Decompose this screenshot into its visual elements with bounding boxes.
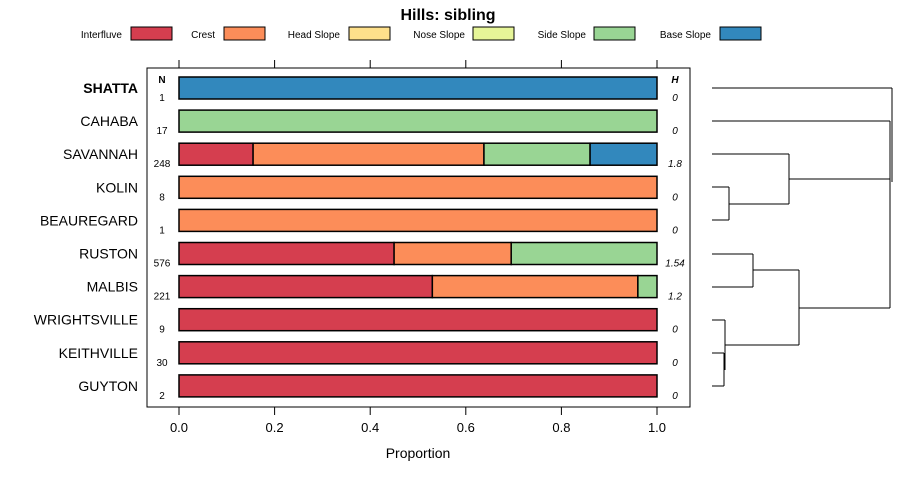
- x-tick-label: 0.8: [552, 420, 570, 435]
- bars: SHATTA 1 0 CAHABA 17 0 SAVANNAH 248 1.8 KOLIN 8 0 BE…: [34, 76, 685, 402]
- bar-segment-base-slope: [178, 76, 658, 100]
- bar-segment-interfluve: [178, 142, 254, 166]
- h-value: 0: [672, 192, 678, 203]
- legend-label: Head Slope: [288, 30, 341, 41]
- bar-segment-crest: [431, 274, 639, 299]
- legend-label: Crest: [191, 30, 215, 41]
- plot-frame: [146, 67, 691, 408]
- category-label: WRIGHTSVILLE: [34, 312, 138, 328]
- n-value: 2: [159, 391, 165, 402]
- legend-swatch: [593, 26, 636, 41]
- bar-segment-side-slope: [510, 241, 658, 266]
- n-value: 9: [159, 325, 165, 336]
- dendrogram: [712, 87, 893, 387]
- category-label: SHATTA: [83, 80, 138, 96]
- n-header: N: [158, 75, 165, 86]
- h-value: 1.8: [668, 159, 682, 170]
- bar-segment-interfluve: [178, 274, 434, 299]
- bar-segment-crest: [252, 142, 485, 166]
- bar-segment-crest: [393, 241, 512, 266]
- bar-segment-interfluve: [178, 241, 395, 266]
- n-value: 1: [159, 93, 165, 104]
- category-label: BEAUREGARD: [40, 212, 138, 228]
- h-value: 0: [672, 391, 678, 402]
- category-label: CAHABA: [80, 113, 138, 129]
- category-label: RUSTON: [79, 246, 138, 262]
- bar-segment-base-slope: [589, 142, 658, 166]
- category-label: KOLIN: [96, 179, 138, 195]
- category-label: SAVANNAH: [63, 146, 138, 162]
- bar-segment-crest: [178, 175, 658, 200]
- legend-label: Base Slope: [660, 30, 712, 41]
- category-label: GUYTON: [78, 378, 138, 394]
- x-tick-label: 1.0: [648, 420, 666, 435]
- h-value: 1.2: [668, 292, 682, 303]
- x-axis: 0.0 0.2 0.4 0.6 0.8 1.0: [170, 60, 666, 435]
- legend-swatch: [223, 26, 266, 41]
- x-tick-label: 0.0: [170, 420, 188, 435]
- n-value: 17: [156, 126, 168, 137]
- legend: Interfluve Crest Head Slope Nose Slope Side …: [81, 26, 762, 41]
- bar-segment-side-slope: [637, 274, 658, 299]
- category-label: KEITHVILLE: [59, 345, 138, 361]
- h-value: 1.54: [665, 259, 685, 270]
- n-value: 221: [154, 292, 171, 303]
- x-tick-label: 0.6: [457, 420, 475, 435]
- bar-segment-interfluve: [178, 341, 658, 365]
- bar-segment-interfluve: [178, 307, 658, 332]
- legend-swatch: [348, 26, 391, 41]
- h-value: 0: [672, 225, 678, 236]
- x-axis-label: Proportion: [386, 445, 451, 461]
- h-value: 0: [672, 126, 678, 137]
- legend-swatch: [719, 26, 762, 41]
- h-header: H: [671, 75, 679, 86]
- n-value: 8: [159, 192, 165, 203]
- legend-swatch: [472, 26, 515, 41]
- bar-segment-side-slope: [483, 142, 591, 166]
- category-label: MALBIS: [87, 279, 138, 295]
- legend-label: Side Slope: [538, 30, 587, 41]
- x-tick-label: 0.4: [361, 420, 379, 435]
- h-value: 0: [672, 325, 678, 336]
- bar-segment-interfluve: [178, 374, 658, 398]
- legend-swatch: [130, 26, 173, 41]
- legend-label: Interfluve: [81, 30, 123, 41]
- bar-segment-crest: [178, 208, 658, 233]
- legend-label: Nose Slope: [413, 30, 465, 41]
- bar-segment-side-slope: [178, 109, 658, 133]
- h-value: 0: [672, 358, 678, 369]
- x-tick-label: 0.2: [266, 420, 284, 435]
- n-value: 1: [159, 225, 165, 236]
- n-value: 248: [154, 159, 171, 170]
- n-value: 30: [156, 358, 168, 369]
- chart-title: Hills: sibling: [400, 7, 495, 24]
- h-value: 0: [672, 93, 678, 104]
- n-value: 576: [154, 259, 171, 270]
